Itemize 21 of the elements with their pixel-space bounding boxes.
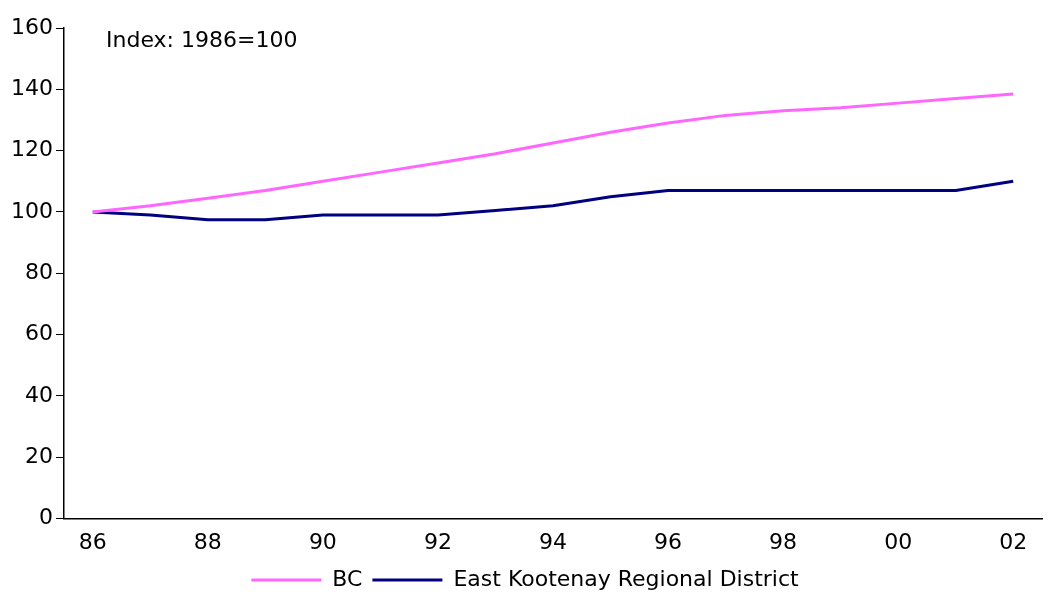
annotation: Index: 1986=100	[105, 26, 298, 52]
y-tick-label: 120	[10, 136, 53, 162]
y-tick-label: 40	[24, 381, 53, 407]
y-tick-label: 140	[10, 75, 53, 101]
y-tick-label: 60	[24, 320, 53, 346]
y-tick-label: 80	[24, 259, 53, 285]
x-tick-label: 98	[769, 528, 798, 554]
x-tick-label: 90	[308, 528, 337, 554]
x-tick-label: 94	[539, 528, 567, 554]
legend-label: East Kootenay Regional District	[453, 565, 800, 591]
x-tick-label: 02	[999, 528, 1028, 554]
x-tick-label: 88	[193, 528, 222, 554]
x-tick-label: 92	[423, 528, 452, 554]
y-tick-label: 100	[10, 197, 53, 223]
x-tick-label: 96	[654, 528, 683, 554]
y-tick-label: 20	[24, 442, 53, 468]
y-tick-label: 0	[38, 504, 53, 530]
legend-label: BC	[332, 565, 363, 591]
y-tick-label: 160	[10, 13, 53, 39]
x-tick-label: 86	[78, 528, 107, 554]
x-tick-label: 00	[884, 528, 913, 554]
